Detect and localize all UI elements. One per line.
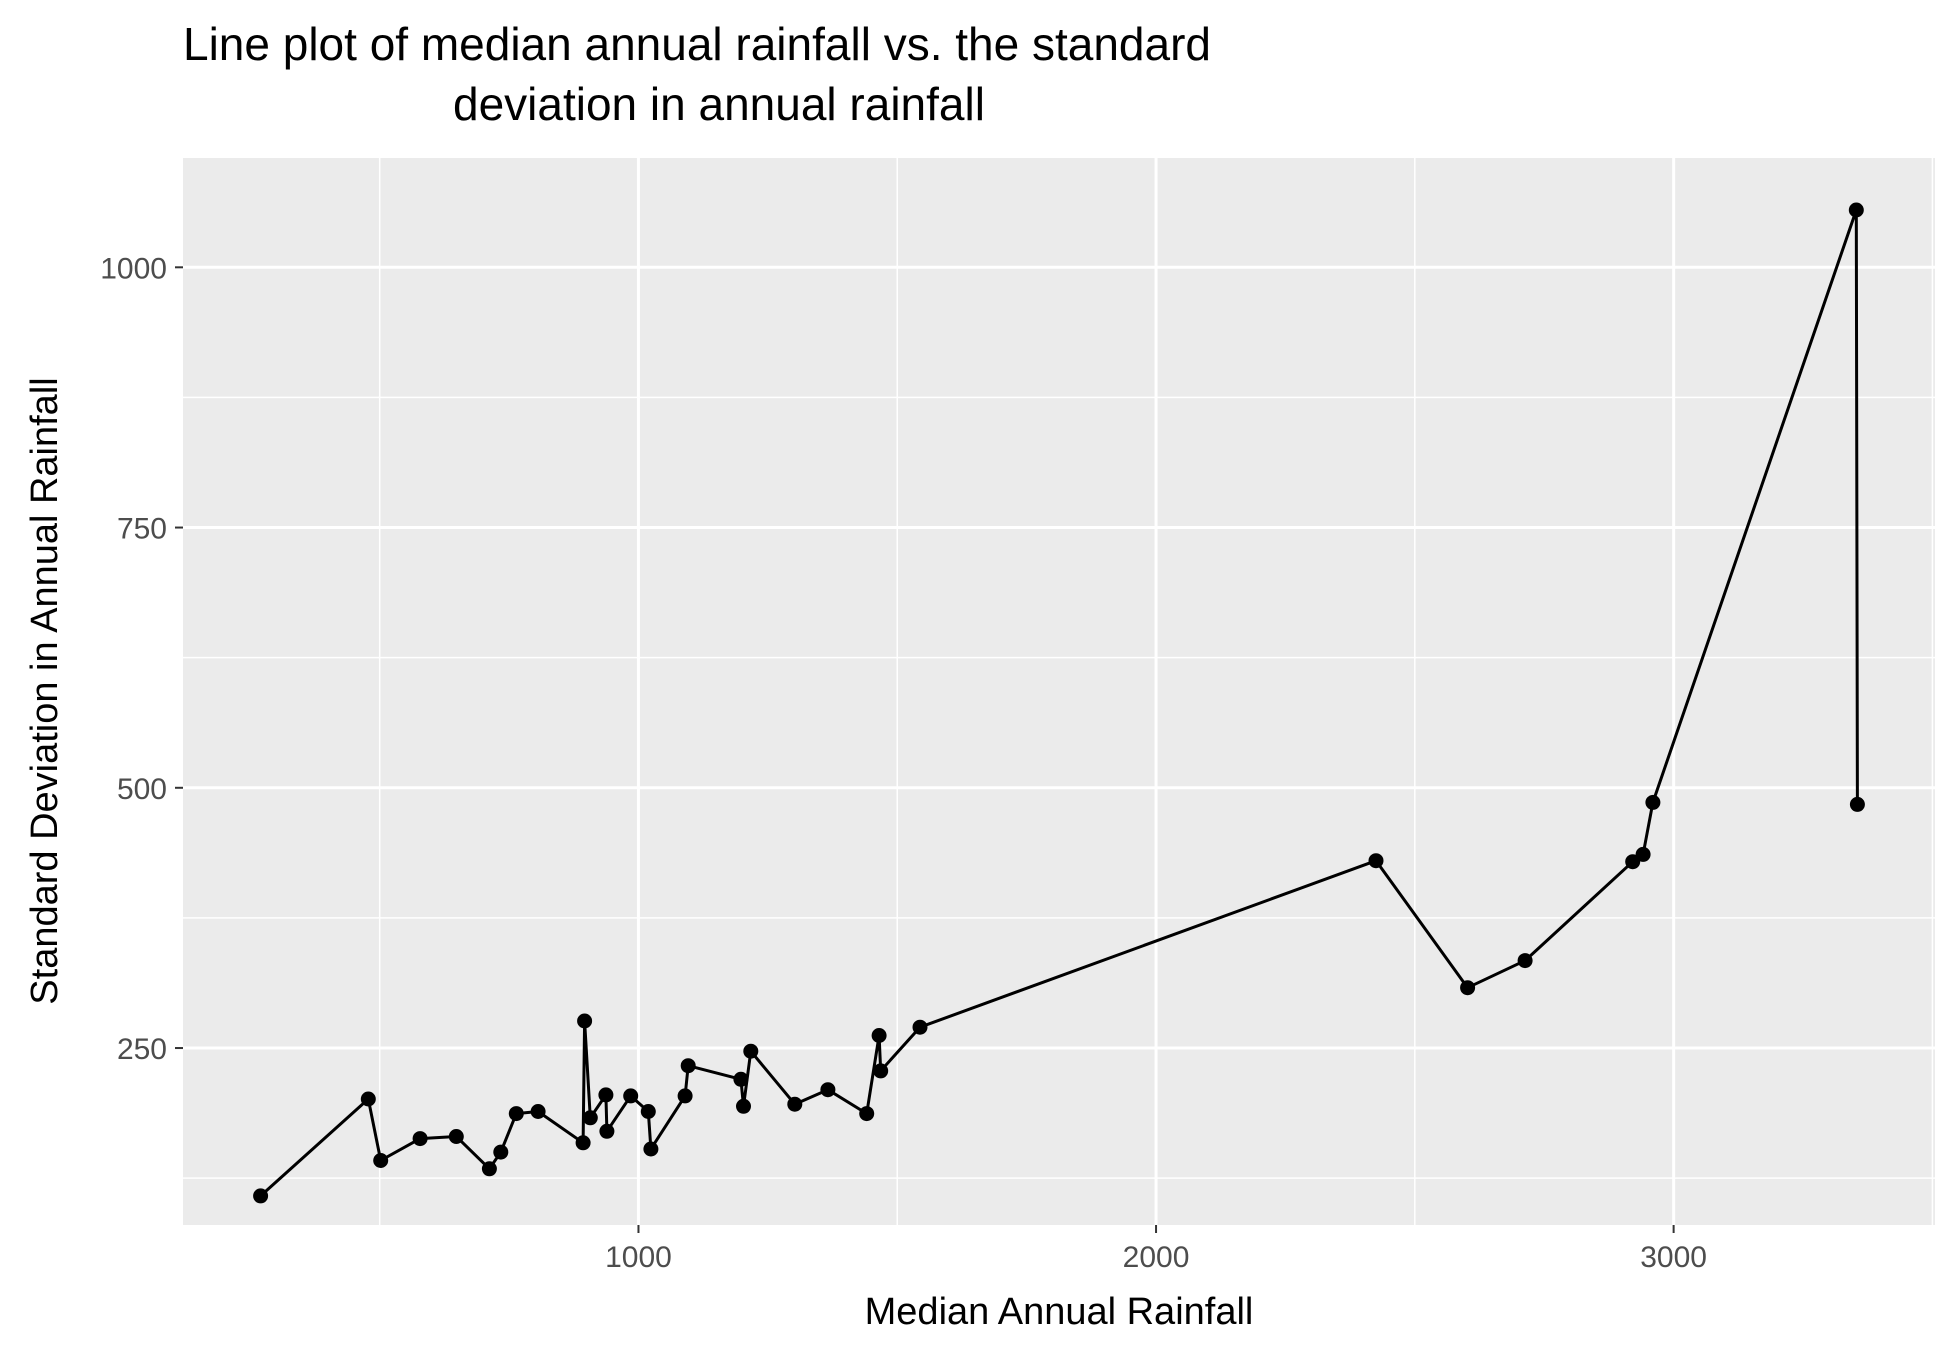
x-tick-label-2: 3000 (1640, 1241, 1707, 1274)
data-point-3 (412, 1131, 428, 1147)
data-point-22 (787, 1096, 803, 1112)
data-point-24 (859, 1106, 875, 1122)
data-point-33 (1645, 794, 1661, 810)
x-tick-label-1: 2000 (1123, 1241, 1190, 1274)
data-point-23 (820, 1082, 836, 1098)
y-tick-label-1: 500 (117, 773, 167, 806)
data-point-1 (360, 1091, 376, 1107)
data-point-34 (1848, 202, 1864, 218)
data-point-10 (577, 1013, 593, 1029)
data-point-11 (582, 1110, 598, 1126)
chart-title-line-1: Line plot of median annual rainfall vs. … (183, 18, 1211, 70)
data-point-7 (508, 1106, 524, 1122)
data-point-17 (677, 1088, 693, 1104)
data-point-26 (873, 1063, 889, 1079)
data-point-13 (599, 1123, 615, 1139)
x-axis: 1000 2000 3000 (605, 1225, 1707, 1274)
y-axis: 250 500 750 1000 (100, 252, 183, 1066)
y-tick-label-2: 750 (117, 513, 167, 546)
data-point-2 (373, 1153, 389, 1168)
data-point-32 (1635, 846, 1651, 862)
x-axis-title: Median Annual Rainfall (865, 1291, 1254, 1333)
x-tick-label-0: 1000 (605, 1241, 672, 1274)
data-point-4 (448, 1129, 464, 1144)
data-point-16 (643, 1141, 659, 1157)
data-point-8 (530, 1104, 546, 1119)
grid-major (183, 158, 1935, 1225)
data-point-31 (1625, 854, 1641, 870)
data-point-14 (623, 1088, 639, 1104)
data-point-0 (253, 1188, 269, 1204)
data-point-30 (1517, 953, 1533, 969)
series-points-group (253, 202, 1865, 1204)
data-point-5 (481, 1161, 497, 1177)
data-point-35 (1849, 796, 1865, 812)
data-point-29 (1460, 980, 1476, 996)
data-point-18 (680, 1058, 696, 1074)
data-point-20 (736, 1098, 751, 1114)
data-point-27 (912, 1019, 928, 1035)
data-point-21 (743, 1043, 759, 1059)
data-point-9 (575, 1135, 591, 1151)
chart-title-line-2: deviation in annual rainfall (453, 78, 985, 130)
y-axis-title: Standard Deviation in Annual Rainfall (24, 377, 66, 1004)
data-point-12 (598, 1087, 614, 1103)
data-point-19 (733, 1071, 749, 1087)
data-point-25 (871, 1028, 887, 1043)
data-point-15 (640, 1104, 656, 1119)
data-point-6 (493, 1144, 509, 1160)
data-point-28 (1368, 853, 1384, 869)
y-tick-label-0: 250 (117, 1033, 167, 1066)
y-tick-label-3: 1000 (100, 252, 167, 285)
grid-minor (183, 158, 1935, 1225)
